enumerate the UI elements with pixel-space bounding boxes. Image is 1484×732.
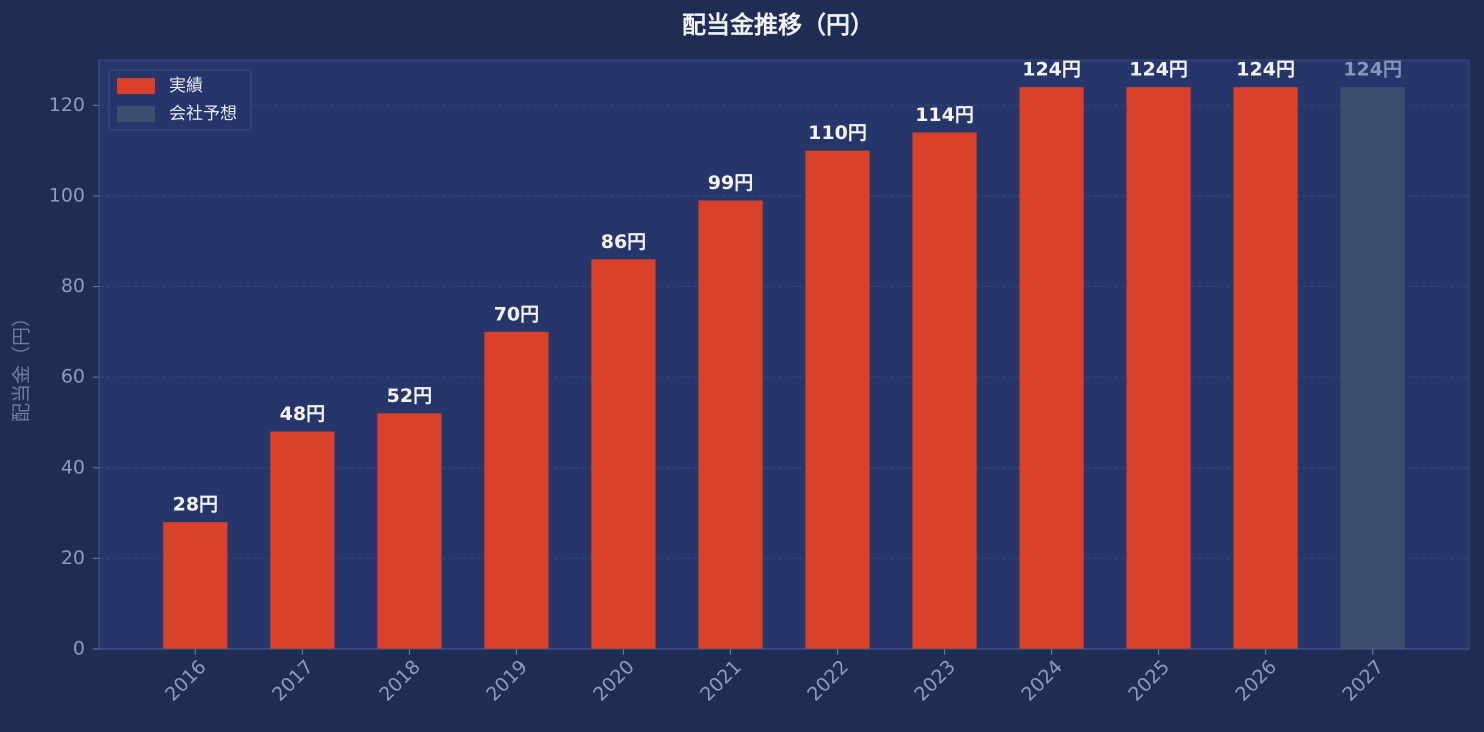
chart-title: 配当金推移（円） bbox=[682, 11, 874, 39]
bar bbox=[163, 522, 228, 649]
value-label: 28円 bbox=[173, 494, 218, 516]
y-tick-label: 40 bbox=[61, 456, 85, 478]
bar bbox=[484, 331, 549, 649]
value-label: 124円 bbox=[1022, 59, 1081, 81]
value-label: 110円 bbox=[808, 122, 867, 144]
bar bbox=[1019, 87, 1084, 649]
bar bbox=[591, 259, 656, 649]
legend-label: 会社予想 bbox=[169, 104, 237, 124]
bar bbox=[1126, 87, 1191, 649]
value-label: 48円 bbox=[280, 403, 325, 425]
y-tick-label: 20 bbox=[61, 547, 85, 569]
bar bbox=[377, 413, 442, 649]
y-tick-label: 60 bbox=[61, 366, 85, 388]
y-tick-label: 0 bbox=[73, 638, 85, 660]
bar bbox=[1340, 87, 1405, 649]
bar bbox=[698, 200, 763, 649]
bar bbox=[805, 150, 870, 649]
value-label: 124円 bbox=[1236, 59, 1295, 81]
y-axis-label: 配当金（円） bbox=[11, 308, 33, 422]
value-label: 52円 bbox=[387, 385, 432, 407]
legend-label: 実績 bbox=[169, 76, 203, 96]
y-tick-label: 120 bbox=[49, 94, 85, 116]
y-tick-label: 80 bbox=[61, 275, 85, 297]
value-label: 124円 bbox=[1343, 59, 1402, 81]
legend-swatch bbox=[117, 78, 155, 94]
value-label: 70円 bbox=[494, 303, 539, 325]
y-tick-label: 100 bbox=[49, 184, 85, 206]
value-label: 99円 bbox=[708, 172, 753, 194]
value-label: 86円 bbox=[601, 231, 646, 253]
bar bbox=[270, 431, 335, 649]
value-label: 124円 bbox=[1129, 59, 1188, 81]
legend-swatch bbox=[117, 106, 155, 122]
value-label: 114円 bbox=[915, 104, 974, 126]
bar bbox=[912, 132, 977, 649]
bar bbox=[1233, 87, 1298, 649]
